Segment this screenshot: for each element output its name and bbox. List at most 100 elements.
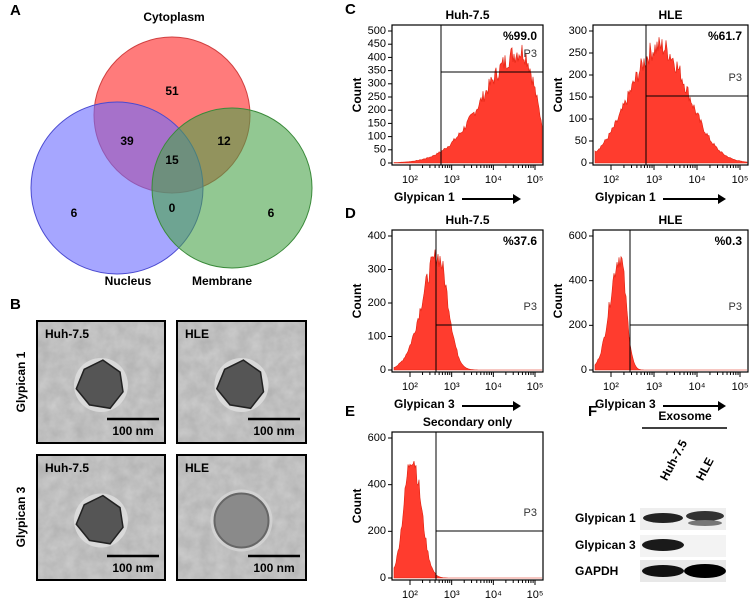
y-tick-label: 400 — [368, 51, 386, 63]
x-axis-label: Glypican 3 — [394, 397, 455, 411]
x-axis-label: Glypican 1 — [595, 190, 656, 204]
x-axis-arrowhead — [513, 401, 521, 411]
x-tick-label: 10⁵ — [732, 381, 749, 393]
row-label: Glypican 1 — [14, 351, 28, 412]
x-tick-label: 10² — [603, 174, 619, 186]
y-tick-label: 100 — [569, 113, 587, 125]
tem-frame — [176, 320, 307, 444]
y-tick-label: 200 — [368, 525, 386, 537]
y-axis-label: Count — [350, 284, 364, 319]
scale-bar-label: 100 nm — [112, 424, 153, 438]
y-tick-label: 200 — [368, 297, 386, 309]
histogram — [594, 255, 747, 371]
circle-membrane — [151, 107, 313, 269]
row-label: Glypican 3 — [14, 486, 28, 547]
blot — [640, 508, 726, 582]
set-label: Nucleus — [105, 274, 152, 288]
vesicle — [75, 359, 124, 410]
x-tick-label: 10⁵ — [527, 589, 544, 601]
y-axis-label: Count — [551, 78, 565, 113]
x-tick-label: 10⁴ — [689, 381, 706, 393]
histogram — [393, 461, 542, 579]
x-tick-label: 10³ — [646, 381, 662, 393]
tem-frame — [36, 320, 166, 444]
panel-letter: F — [588, 403, 597, 420]
count: 15 — [165, 153, 179, 167]
x-tick-label: 10³ — [646, 174, 662, 186]
y-tick-label: 250 — [569, 47, 587, 59]
y-tick-label: 450 — [368, 38, 386, 50]
band — [643, 513, 683, 523]
y-tick-label: 400 — [368, 230, 386, 242]
panel-letter: E — [345, 403, 355, 420]
y-axis-label: Count — [551, 284, 565, 319]
blot-row-label: Glypican 1 — [575, 511, 636, 525]
count: 39 — [120, 134, 134, 148]
flow-plots: P3%99.0Huh-7.505010015020025030035040045… — [350, 8, 749, 601]
y-tick-label: 0 — [581, 364, 587, 376]
x-tick-label: 10⁴ — [485, 589, 502, 601]
tem-frame — [176, 454, 307, 581]
percent-label: %0.3 — [715, 234, 743, 248]
percent-label: %99.0 — [503, 29, 537, 43]
band — [684, 564, 726, 578]
histogram — [594, 37, 748, 164]
band — [688, 520, 722, 526]
y-tick-label: 300 — [368, 78, 386, 90]
band — [686, 511, 724, 521]
y-tick-label: 400 — [368, 479, 386, 491]
plot-title: Huh-7.5 — [445, 8, 489, 22]
vesicle — [75, 494, 124, 545]
scale-bar-label: 100 nm — [253, 561, 294, 575]
venn — [30, 36, 313, 275]
y-tick-label: 50 — [575, 135, 587, 147]
blot-row-label: Glypican 3 — [575, 538, 636, 552]
x-tick-label: 10² — [402, 381, 418, 393]
x-tick-label: 10³ — [444, 174, 460, 186]
panel-letter: C — [345, 1, 356, 18]
x-tick-label: 10² — [402, 174, 418, 186]
y-tick-label: 250 — [368, 91, 386, 103]
y-tick-label: 300 — [368, 263, 386, 275]
y-tick-label: 300 — [569, 25, 587, 37]
plot-title: HLE — [659, 8, 683, 22]
x-axis-label: Glypican 1 — [394, 190, 455, 204]
tem-images: Huh-7.5 100 nm HLE 100 nm Huh-7.5 100 nm HLE 10… — [36, 320, 307, 581]
vesicle — [215, 359, 265, 410]
plot-frame — [592, 24, 749, 166]
scale-bar-label: 100 nm — [253, 424, 294, 438]
percent-label: %61.7 — [708, 29, 742, 43]
x-axis-arrowhead — [718, 401, 726, 411]
x-tick-label: 10⁵ — [732, 174, 749, 186]
vesicle — [213, 492, 270, 549]
plot-title: HLE — [659, 213, 683, 227]
plot-title: Huh-7.5 — [445, 213, 489, 227]
blot-header: Exosome — [658, 409, 712, 423]
y-tick-label: 0 — [380, 572, 386, 584]
x-tick-label: 10⁴ — [485, 381, 502, 393]
x-tick-label: 10² — [603, 381, 619, 393]
y-axis-label: Count — [350, 78, 364, 113]
count: 6 — [268, 206, 275, 220]
panel-letter: A — [10, 2, 21, 19]
plot-frame — [391, 229, 544, 373]
gate-label: P3 — [524, 48, 537, 60]
plot-frame — [391, 431, 544, 581]
y-tick-label: 600 — [569, 230, 587, 242]
gate-label: P3 — [524, 507, 537, 519]
y-tick-label: 500 — [368, 25, 386, 37]
y-tick-label: 350 — [368, 65, 386, 77]
x-tick-label: 10³ — [444, 589, 460, 601]
percent-label: %37.6 — [503, 234, 537, 248]
image-label: HLE — [185, 461, 209, 475]
x-tick-label: 10⁵ — [527, 381, 544, 393]
x-axis-arrowhead — [513, 194, 521, 204]
lane-label: HLE — [693, 455, 717, 483]
count: 6 — [71, 206, 78, 220]
lane-label: Huh-7.5 — [657, 437, 690, 483]
tem-frame — [36, 454, 166, 581]
gate-label: P3 — [524, 301, 537, 313]
x-tick-label: 10² — [402, 589, 418, 601]
histogram — [393, 44, 543, 164]
